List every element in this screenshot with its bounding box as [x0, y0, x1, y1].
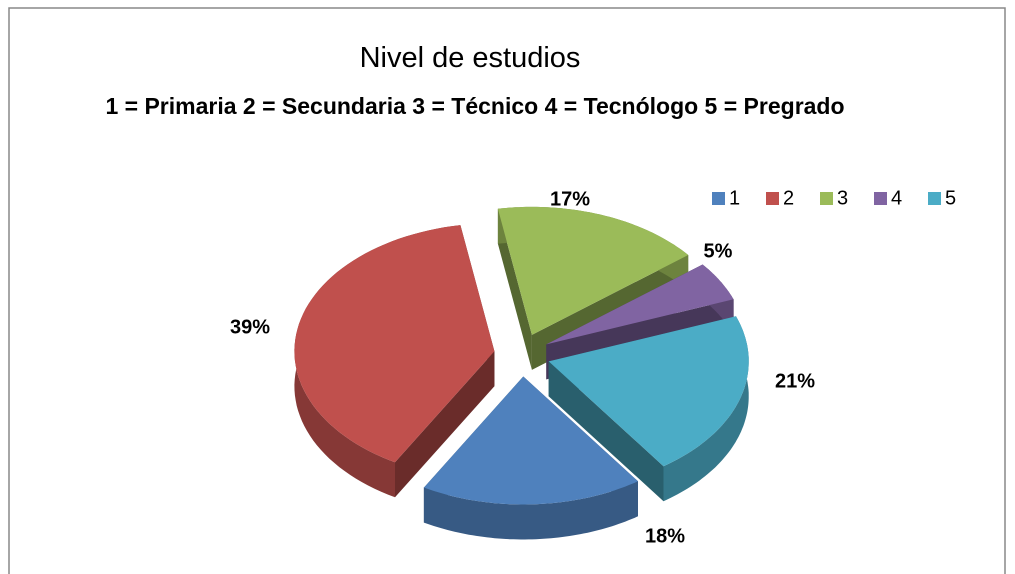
slice-top	[546, 264, 734, 345]
legend-label: 1	[729, 187, 740, 209]
legend-label: 4	[891, 187, 902, 209]
legend-label: 3	[837, 187, 848, 209]
slice	[548, 316, 749, 502]
data-label: 5%	[704, 240, 733, 262]
slice-top	[497, 206, 689, 335]
chart-subtitle: 1 = Primaria 2 = Secundaria 3 = Técnico …	[105, 93, 845, 119]
slice-wall	[395, 351, 495, 498]
slice-top	[548, 316, 749, 467]
slice	[423, 376, 638, 540]
data-label: 39%	[230, 316, 270, 338]
legend-swatch	[712, 192, 725, 205]
slice-top	[294, 225, 495, 463]
legend-swatch	[874, 192, 887, 205]
slice-top	[423, 376, 638, 505]
legend-label: 2	[783, 187, 794, 209]
slice-wall	[548, 361, 664, 502]
data-label: 21%	[775, 370, 815, 392]
chart-title: Nivel de estudios	[359, 42, 581, 74]
legend-swatch	[928, 192, 941, 205]
slice-wall	[497, 208, 532, 370]
legend-swatch	[766, 192, 779, 205]
legend-label: 5	[945, 187, 956, 209]
data-label: 17%	[550, 188, 590, 210]
data-label: 18%	[645, 525, 685, 547]
slice-side	[423, 481, 638, 540]
slice	[294, 225, 495, 498]
legend-swatch	[820, 192, 833, 205]
